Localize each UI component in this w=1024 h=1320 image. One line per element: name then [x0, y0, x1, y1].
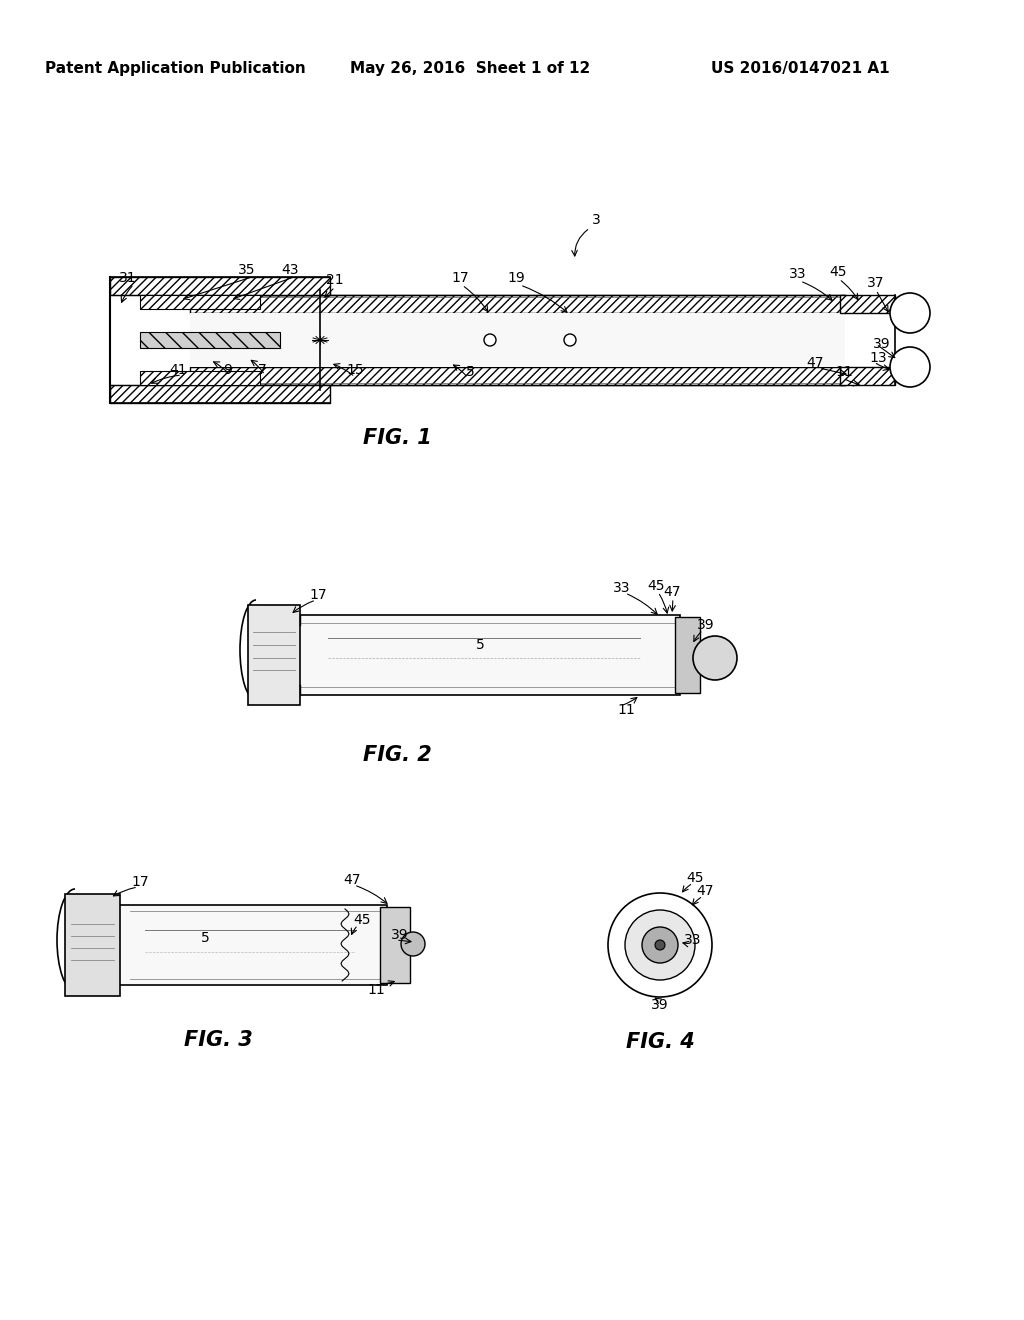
Text: US 2016/0147021 A1: US 2016/0147021 A1	[711, 61, 889, 75]
Text: 33: 33	[613, 581, 631, 595]
Bar	[190, 294, 845, 313]
Text: 47: 47	[696, 884, 714, 898]
Text: 17: 17	[452, 271, 469, 285]
Text: 17: 17	[309, 587, 327, 602]
Text: 19: 19	[507, 271, 525, 285]
Text: 5: 5	[201, 931, 209, 945]
Text: 15: 15	[346, 363, 364, 378]
Text: FIG. 3: FIG. 3	[183, 1030, 252, 1049]
Text: 39: 39	[651, 998, 669, 1012]
Text: May 26, 2016  Sheet 1 of 12: May 26, 2016 Sheet 1 of 12	[350, 61, 590, 75]
Circle shape	[564, 334, 575, 346]
Circle shape	[655, 940, 665, 950]
Circle shape	[693, 636, 737, 680]
Circle shape	[625, 909, 695, 979]
Circle shape	[642, 927, 678, 964]
Text: 11: 11	[617, 704, 635, 717]
Bar	[380, 907, 410, 983]
Text: FIG. 1: FIG. 1	[362, 428, 431, 447]
Text: 17: 17	[131, 875, 148, 888]
Bar	[110, 385, 330, 403]
Text: 45: 45	[686, 871, 703, 884]
Text: 5: 5	[466, 366, 474, 379]
Text: 45: 45	[647, 579, 665, 593]
Text: 33: 33	[790, 267, 807, 281]
Text: 13: 13	[869, 351, 887, 366]
Text: 39: 39	[873, 337, 891, 351]
Text: 21: 21	[327, 273, 344, 286]
Bar	[140, 294, 260, 309]
Circle shape	[890, 293, 930, 333]
Text: 7: 7	[258, 363, 266, 378]
Bar	[140, 371, 260, 385]
Text: FIG. 4: FIG. 4	[626, 1032, 694, 1052]
Text: 41: 41	[169, 363, 186, 378]
Text: 45: 45	[353, 913, 371, 927]
Text: 35: 35	[239, 263, 256, 277]
Text: 11: 11	[836, 366, 853, 379]
Text: 33: 33	[684, 933, 701, 946]
Circle shape	[484, 334, 496, 346]
Text: 39: 39	[391, 928, 409, 942]
Text: 39: 39	[697, 618, 715, 632]
Bar	[117, 906, 387, 985]
Text: 9: 9	[223, 363, 232, 378]
Text: Patent Application Publication: Patent Application Publication	[45, 61, 305, 75]
Circle shape	[401, 932, 425, 956]
Text: 43: 43	[282, 263, 299, 277]
Bar	[283, 615, 680, 696]
Text: 31: 31	[119, 271, 137, 285]
Bar	[140, 333, 280, 348]
Bar	[190, 313, 845, 367]
Circle shape	[890, 347, 930, 387]
Bar	[840, 367, 895, 385]
Bar	[248, 605, 300, 705]
Text: 47: 47	[343, 873, 360, 887]
Text: FIG. 2: FIG. 2	[362, 744, 431, 766]
Bar	[190, 367, 845, 385]
Bar	[110, 277, 330, 294]
Bar	[675, 616, 700, 693]
Text: 3: 3	[592, 213, 600, 227]
Text: 45: 45	[829, 265, 847, 279]
Text: 11: 11	[368, 983, 385, 997]
Bar	[65, 894, 120, 997]
Bar	[840, 294, 895, 313]
Text: 47: 47	[664, 585, 681, 599]
Text: 5: 5	[475, 638, 484, 652]
Text: 47: 47	[806, 356, 823, 370]
Text: 37: 37	[867, 276, 885, 290]
Circle shape	[608, 894, 712, 997]
